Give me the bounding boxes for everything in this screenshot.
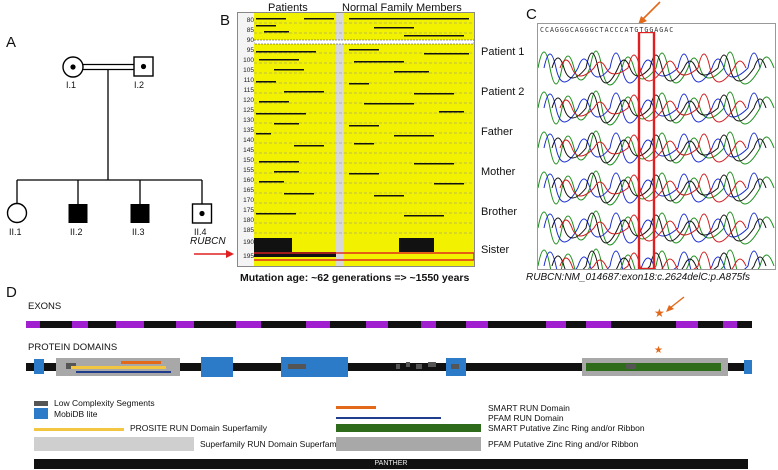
prosite-run-domain bbox=[71, 366, 166, 369]
pedigree-label-II1: II.1 bbox=[9, 227, 22, 237]
legend-swatch-superfamily bbox=[34, 437, 194, 451]
pedigree-affected-male-II3 bbox=[130, 204, 150, 223]
pedigree-affected-male-II2 bbox=[68, 204, 88, 223]
panel-b-letter: B bbox=[220, 12, 231, 29]
low-complexity-segment bbox=[406, 362, 410, 367]
carrier-dot bbox=[70, 64, 76, 70]
y-axis-ticks: 80 85 90 95 100 105 110 115 120 125 130 … bbox=[238, 13, 254, 266]
panther-label: PANTHER bbox=[374, 460, 408, 467]
orange-arrow-c bbox=[638, 1, 661, 25]
trace-label-mother: Mother bbox=[481, 166, 516, 178]
panther-bar: PANTHER bbox=[34, 459, 748, 469]
legend-low-complexity: Low Complexity Segments bbox=[54, 398, 155, 408]
low-complexity-segment bbox=[288, 364, 306, 369]
homozygosity-grid: 80 85 90 95 100 105 110 115 120 125 130 … bbox=[237, 12, 475, 267]
legend-swatch-prosite bbox=[34, 428, 124, 431]
pedigree-label-I1: I.1 bbox=[66, 80, 77, 90]
mobidb-segment bbox=[201, 357, 233, 377]
legend-smart-zinc: SMART Putative Zinc Ring and/or Ribbon bbox=[488, 423, 645, 433]
rubcn-arrow bbox=[194, 250, 234, 258]
deletion-highlight-box bbox=[637, 32, 656, 269]
legend-prosite: PROSITE RUN Domain Superfamily bbox=[130, 423, 267, 433]
legend-swatch-smart-zinc bbox=[336, 424, 481, 432]
trace-label-patient-2: Patient 2 bbox=[481, 86, 525, 98]
legend-swatch-mobidb bbox=[34, 408, 48, 419]
chromatogram-panel: CCAGGGCAGGGCTACCCATGTGGAGAC bbox=[537, 23, 776, 270]
panel-a-letter: A bbox=[6, 34, 17, 51]
variant-notation: RUBCN:NM_014687:exon18:c.2624delC:p.A875… bbox=[526, 272, 751, 283]
pedigree-label-I2: I.2 bbox=[134, 80, 145, 90]
pedigree-female-II1 bbox=[6, 202, 28, 224]
legend-swatch-pfam-run bbox=[336, 417, 441, 419]
low-complexity-segment bbox=[396, 364, 400, 369]
domain-mutation-star-icon: ★ bbox=[654, 345, 663, 356]
mobidb-segment bbox=[281, 357, 348, 377]
smart-zinc-ribbon bbox=[586, 363, 721, 371]
legend-pfam-zinc: PFAM Putative Zinc Ring and/or Ribbon bbox=[488, 439, 639, 449]
panel-c-letter: C bbox=[526, 6, 537, 23]
trace-label-brother: Brother bbox=[481, 206, 518, 218]
pedigree-label-II4: II.4 bbox=[194, 227, 207, 237]
mutation-age-caption: Mutation age: ~62 generations => ~1550 y… bbox=[240, 272, 470, 284]
legend-smart-run: SMART RUN Domain bbox=[488, 403, 570, 413]
orange-arrow-d bbox=[666, 296, 685, 312]
low-complexity-segment bbox=[428, 362, 436, 367]
panel-d-letter: D bbox=[6, 284, 17, 301]
trace-label-patient-1: Patient 1 bbox=[481, 46, 525, 58]
low-complexity-segment bbox=[451, 364, 459, 369]
legend-superfamily: Superfamily RUN Domain Superfamily bbox=[200, 439, 345, 449]
exons-label: EXONS bbox=[28, 301, 62, 312]
legend-swatch-pfam-zinc bbox=[336, 437, 481, 451]
exon-mutation-star-icon: ★ bbox=[654, 306, 665, 320]
column-header-patients: Patients bbox=[268, 2, 308, 14]
pedigree-label-II3: II.3 bbox=[132, 227, 145, 237]
column-header-normals: Normal Family Members bbox=[342, 2, 462, 14]
smart-run-domain bbox=[121, 361, 161, 364]
pedigree-label-II2: II.2 bbox=[70, 227, 83, 237]
trace-label-father: Father bbox=[481, 126, 513, 138]
legend: Low Complexity Segments MobiDB lite PROS… bbox=[0, 395, 778, 470]
legend-swatch-low-complexity bbox=[34, 401, 48, 406]
genotype-heatmap bbox=[254, 13, 474, 266]
rubcn-locus-highlight bbox=[254, 252, 474, 261]
legend-swatch-smart-run bbox=[336, 406, 376, 409]
legend-mobidb: MobiDB lite bbox=[54, 409, 98, 419]
pfam-run-domain bbox=[76, 371, 171, 373]
sequence-traces bbox=[538, 32, 775, 269]
trace-label-sister: Sister bbox=[481, 244, 510, 256]
protein-domain-track bbox=[26, 357, 752, 377]
mobidb-segment bbox=[744, 360, 752, 374]
low-complexity-segment bbox=[626, 364, 636, 369]
protein-domains-label: PROTEIN DOMAINS bbox=[28, 342, 118, 353]
legend-pfam-run: PFAM RUN Domain bbox=[488, 413, 564, 423]
exon-track bbox=[26, 321, 752, 328]
carrier-dot bbox=[199, 210, 205, 217]
rubcn-gene-label: RUBCN bbox=[190, 236, 226, 247]
low-complexity-segment bbox=[416, 364, 422, 369]
reference-sequence: CCAGGGCAGGGCTACCCATGTGGAGAC bbox=[540, 26, 675, 34]
mobidb-segment bbox=[34, 359, 44, 374]
carrier-dot bbox=[140, 63, 147, 70]
pedigree-chart bbox=[6, 56, 213, 224]
